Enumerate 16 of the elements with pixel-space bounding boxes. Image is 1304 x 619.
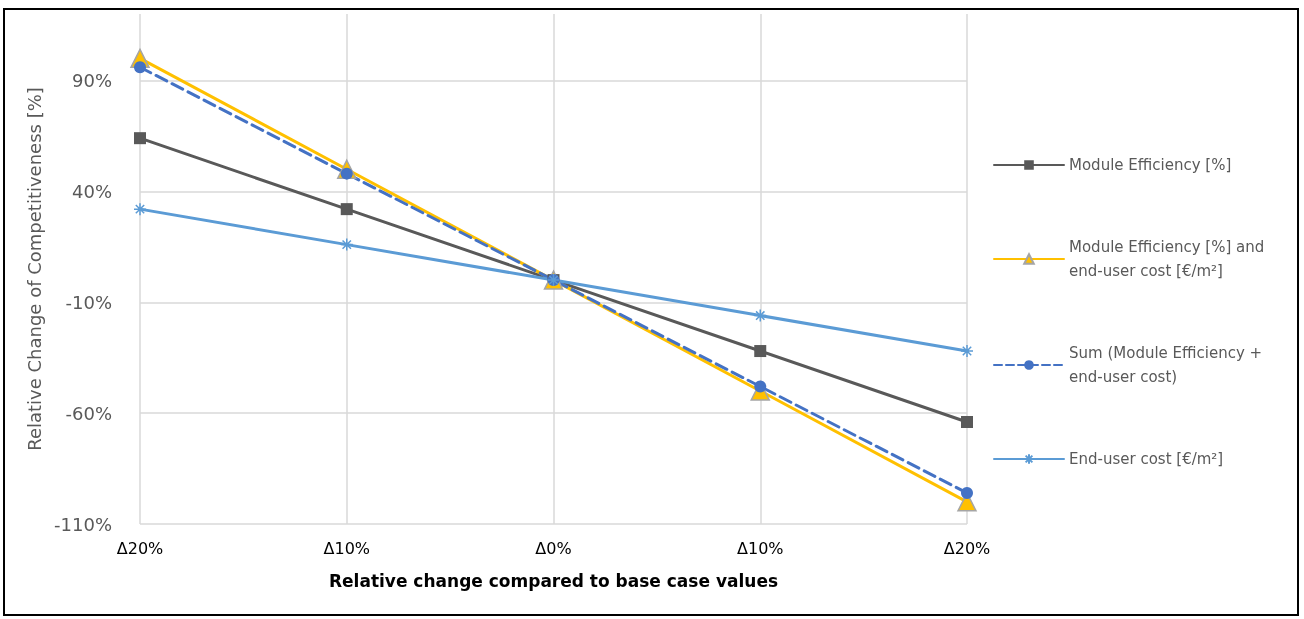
x-tick-label: Δ10% (736, 538, 784, 558)
legend-label: End-user cost [€/m²] (1069, 450, 1224, 468)
legend-label: Module Efficiency [%] and end-user cost [€/m²] (1069, 238, 1270, 280)
legend-label: Sum (Module Efficiency + end-user cost) (1069, 344, 1267, 386)
y-tick-label: 40% (71, 180, 112, 202)
y-tick-label: 90% (71, 70, 112, 92)
x-tick-label: Δ20% (943, 538, 991, 558)
x-tick-label: Δ0% (535, 538, 572, 558)
x-axis-title: Relative change compared to base case values (328, 570, 779, 591)
y-tick-label: -60% (65, 402, 112, 424)
y-tick-label: -10% (65, 291, 112, 313)
x-tick-label: Δ10% (323, 538, 371, 558)
y-tick-label: -110% (54, 513, 112, 535)
x-tick-label: Δ20% (116, 538, 164, 558)
y-axis-title: Relative Change of Competitiveness [%] (23, 87, 45, 451)
legend-label: Module Efficiency [%] (1069, 156, 1232, 174)
